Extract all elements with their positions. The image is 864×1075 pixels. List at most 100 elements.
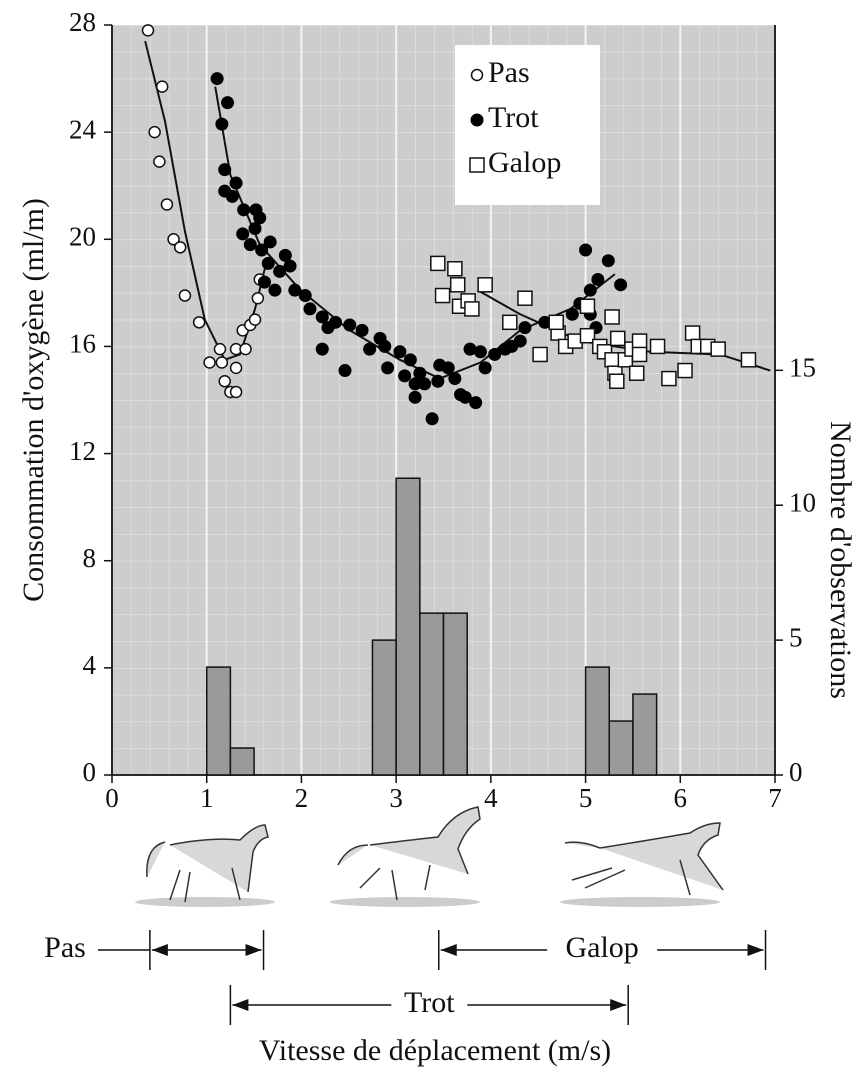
point (649, 338, 666, 355)
point (583, 283, 597, 297)
point (469, 396, 483, 410)
horse-drawings (135, 806, 724, 907)
point (255, 243, 269, 257)
x-tick-label: 6 (674, 783, 688, 813)
point (263, 235, 277, 249)
point (236, 227, 250, 241)
point (218, 375, 231, 388)
fit-curve (214, 86, 616, 380)
point (160, 198, 174, 211)
y-tick-label: 8 (83, 543, 97, 573)
x-axis-label: Vitesse de déplacement (m/s) (259, 1034, 611, 1067)
point (315, 310, 329, 324)
point (243, 238, 257, 252)
point (248, 313, 262, 326)
point (609, 373, 625, 389)
point (215, 117, 229, 131)
x-tick-label: 0 (105, 783, 119, 813)
point (225, 189, 239, 203)
point (463, 342, 477, 356)
histogram-bar (584, 666, 610, 776)
point (192, 316, 206, 329)
point (403, 353, 417, 367)
point (661, 370, 677, 387)
point (251, 291, 265, 305)
point (502, 314, 518, 331)
point (278, 248, 292, 262)
histogram-bar (205, 666, 232, 776)
point (430, 255, 446, 272)
point (464, 301, 480, 317)
point (418, 377, 432, 391)
y-axis-label: Consommation d'oxygène (ml/m) (17, 198, 50, 602)
point (604, 309, 620, 325)
point (288, 283, 302, 297)
point (221, 96, 235, 110)
histogram-bar (632, 693, 658, 776)
point (431, 374, 445, 388)
point (283, 259, 297, 273)
point (518, 321, 532, 335)
x-tick-label: 1 (200, 783, 214, 813)
point (425, 412, 439, 426)
point (447, 261, 463, 277)
point (229, 361, 243, 375)
point (591, 272, 605, 286)
point (473, 345, 487, 359)
arrowhead (245, 944, 262, 956)
legend-label: Trot (488, 101, 539, 134)
arrowhead (610, 999, 627, 1011)
point (610, 330, 626, 347)
point (449, 277, 466, 293)
point (173, 241, 187, 254)
legend-label: Pas (488, 56, 530, 89)
point (315, 342, 329, 356)
y-tick-label: 20 (69, 221, 96, 251)
point (248, 222, 262, 236)
point (532, 346, 548, 363)
legend-label: Galop (488, 146, 561, 179)
histogram-bar (419, 612, 445, 776)
histogram-bar (608, 720, 634, 776)
histogram-bar (442, 612, 468, 776)
point (579, 298, 596, 314)
x-tick-label: 5 (579, 783, 593, 813)
point (458, 390, 472, 404)
point (378, 339, 392, 353)
point (470, 68, 484, 82)
point (579, 243, 593, 257)
histogram-bar (371, 639, 397, 776)
point (408, 377, 422, 391)
point (548, 314, 564, 331)
point (215, 356, 229, 369)
point (229, 176, 243, 190)
point (261, 256, 275, 270)
point (434, 287, 451, 304)
point (677, 362, 693, 379)
point (153, 155, 166, 168)
point (213, 342, 227, 356)
arrowhead (440, 944, 457, 956)
y2-tick-label: 5 (789, 622, 803, 652)
y2-axis-label: Nombre d'observations (824, 421, 857, 699)
point (381, 361, 395, 375)
point (614, 278, 628, 292)
point (469, 157, 485, 173)
fit-curve (477, 289, 771, 372)
point (398, 369, 412, 383)
point (601, 254, 615, 268)
point (393, 345, 407, 359)
point (329, 315, 343, 329)
point (441, 361, 455, 375)
arrowhead (151, 944, 168, 956)
point (513, 334, 527, 348)
x-tick-label: 2 (295, 783, 309, 813)
point (579, 327, 596, 344)
point (155, 80, 169, 93)
point (229, 385, 243, 399)
point (628, 365, 645, 381)
y2-tick-label: 10 (789, 487, 816, 517)
point (167, 233, 180, 246)
point (740, 352, 757, 368)
point (268, 283, 282, 297)
